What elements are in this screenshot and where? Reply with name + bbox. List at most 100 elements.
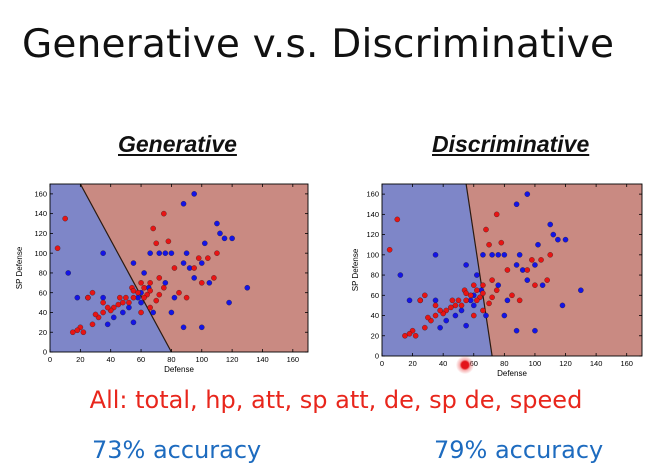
red-data-point — [191, 265, 197, 271]
blue-data-point — [214, 220, 220, 227]
red-data-point — [147, 304, 153, 311]
plot-frame — [49, 183, 309, 353]
red-data-point — [195, 255, 202, 261]
blue-data-point — [162, 250, 169, 256]
blue-data-point — [100, 294, 106, 301]
blue-data-point — [156, 250, 163, 256]
red-data-point — [214, 250, 220, 256]
blue-data-point — [471, 302, 477, 309]
blue-data-point — [229, 235, 235, 242]
x-tick-label: 160 — [287, 355, 300, 364]
blue-data-point — [147, 250, 153, 256]
red-data-point — [153, 240, 159, 247]
blue-data-point — [130, 319, 137, 326]
blue-data-point — [180, 201, 187, 207]
red-data-point — [74, 327, 81, 334]
red-data-point — [467, 292, 474, 299]
y-tick-label: 20 — [39, 328, 47, 337]
red-data-point — [120, 299, 126, 306]
blue-data-point — [578, 287, 584, 293]
blue-data-point — [100, 250, 106, 256]
y-tick-label: 0 — [43, 348, 47, 357]
blue-data-point — [532, 262, 538, 268]
red-data-point — [70, 329, 76, 335]
pointer-highlight-icon — [456, 356, 474, 374]
red-data-point — [138, 280, 144, 286]
blue-data-point — [180, 324, 187, 331]
red-data-point — [498, 239, 505, 246]
x-tick-label: 120 — [559, 359, 572, 368]
red-data-point — [480, 282, 486, 288]
red-data-point — [138, 309, 144, 316]
red-data-point — [471, 312, 477, 319]
red-data-point — [104, 304, 111, 311]
red-data-point — [147, 287, 153, 294]
blue-data-point — [432, 297, 439, 304]
discriminative-scatter-chart: 0204060801001201401600204060801001201401… — [351, 183, 643, 378]
red-data-point — [156, 275, 163, 281]
red-data-point — [150, 225, 156, 232]
discriminative-heading: Discriminative — [432, 131, 590, 157]
blue-data-point — [191, 275, 197, 281]
y-tick-label: 0 — [375, 352, 379, 361]
blue-data-point — [65, 270, 71, 276]
blue-data-point — [463, 322, 469, 329]
x-tick-label: 100 — [529, 359, 542, 368]
red-data-point — [538, 257, 544, 263]
blue-data-point — [467, 297, 474, 304]
x-tick-label: 80 — [500, 359, 508, 368]
blue-data-point — [443, 317, 449, 324]
blue-data-point — [150, 309, 156, 316]
red-data-point — [509, 292, 515, 299]
blue-data-point — [397, 272, 404, 278]
blue-data-point — [191, 191, 197, 197]
y-tick-label: 60 — [371, 291, 379, 300]
red-data-point — [455, 297, 462, 304]
red-data-point — [117, 294, 123, 301]
blue-data-point — [532, 327, 538, 334]
decision-boundary — [79, 184, 172, 352]
blue-data-point — [141, 270, 147, 276]
red-data-point — [529, 257, 535, 263]
blue-data-point — [221, 235, 228, 242]
x-tick-label: 100 — [196, 355, 209, 364]
blue-data-point — [501, 252, 508, 258]
blue-data-point — [120, 309, 126, 316]
red-data-point — [489, 277, 495, 283]
red-data-point — [141, 285, 147, 291]
plot-frame — [381, 183, 643, 357]
blue-data-point — [524, 277, 531, 283]
red-data-point — [161, 210, 167, 217]
red-data-point — [425, 314, 431, 321]
x-tick-label: 60 — [137, 355, 145, 364]
red-data-point — [547, 252, 553, 258]
red-data-point — [205, 255, 211, 261]
red-data-point — [486, 241, 492, 248]
y-tick-label: 120 — [34, 229, 47, 238]
red-data-point — [183, 294, 190, 301]
red-data-point — [493, 287, 500, 293]
red-data-point — [402, 333, 408, 339]
red-data-point — [471, 282, 477, 288]
red-data-point — [480, 290, 486, 297]
red-data-point — [115, 301, 122, 308]
blue-data-point — [547, 221, 553, 228]
blue-data-point — [110, 314, 117, 321]
blue-data-point — [432, 252, 439, 258]
blue-data-point — [539, 282, 546, 288]
red-data-point — [422, 324, 428, 331]
blue-data-point — [513, 327, 520, 334]
decision-boundary — [465, 184, 493, 356]
x-tick-label: 40 — [439, 359, 447, 368]
discriminative-accuracy: 79% accuracy — [434, 436, 604, 464]
red-data-point — [452, 302, 459, 309]
x-tick-label: 0 — [380, 359, 384, 368]
red-data-point — [130, 287, 137, 294]
red-data-point — [474, 297, 480, 304]
blue-data-point — [199, 260, 205, 266]
y-tick-label: 20 — [371, 331, 379, 340]
x-tick-label: 80 — [167, 355, 175, 364]
red-data-point — [147, 280, 153, 286]
red-data-point — [463, 290, 469, 297]
red-data-point — [489, 294, 495, 301]
